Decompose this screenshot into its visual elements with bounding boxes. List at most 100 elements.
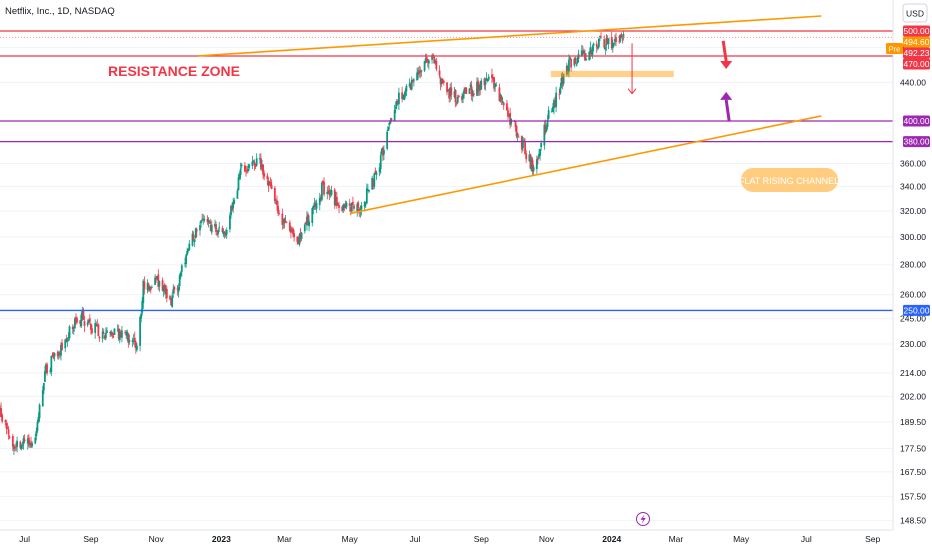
x-tick-label: 2024	[602, 534, 621, 544]
candle-body	[291, 230, 293, 232]
candle-body	[0, 407, 2, 417]
candle-body	[343, 203, 346, 207]
candle-body	[237, 177, 240, 191]
resistance-zone-label: RESISTANCE ZONE	[108, 63, 240, 79]
x-tick-label: Sep	[865, 534, 880, 544]
candle-body	[19, 441, 22, 448]
candle-body	[461, 96, 463, 101]
candle-body	[484, 81, 487, 85]
price-scale[interactable]: 148.50 157.50 167.50 177.50 189.50 202.00 214.…	[892, 0, 926, 530]
candle-body	[147, 284, 150, 290]
down-arrow-head	[720, 61, 733, 70]
candle-body	[46, 364, 48, 374]
candle-body	[300, 232, 303, 239]
candle-body	[170, 298, 173, 306]
candle-body	[171, 295, 174, 308]
candle-body	[146, 283, 149, 291]
candle-body	[11, 435, 14, 447]
candle-body	[248, 164, 251, 168]
candle-body	[455, 102, 458, 104]
candle-body	[449, 87, 452, 97]
candle-body	[246, 171, 248, 173]
y-tick-label: 157.50	[900, 492, 926, 502]
candle-body	[35, 431, 38, 437]
candle-body	[427, 60, 430, 64]
candle-body	[87, 320, 90, 323]
time-scale[interactable]: Jul Sep Nov 2023 Mar May Jul Sep Nov 2024 Mar May Ju…	[0, 529, 893, 544]
candle-body	[66, 338, 69, 342]
candle-body	[326, 191, 329, 195]
candle-body	[45, 364, 47, 373]
horizontal-grid	[0, 46, 893, 521]
candle-body	[61, 342, 63, 350]
candle-body	[53, 352, 56, 357]
candle-body	[29, 443, 31, 445]
candle-body	[596, 46, 599, 49]
candle-body	[254, 165, 257, 167]
currency-button[interactable]: USD	[902, 3, 928, 23]
candle-body	[540, 143, 543, 148]
candle-body	[184, 263, 186, 265]
x-tick-label: Jul	[410, 534, 421, 544]
candle-body	[240, 164, 243, 167]
candle-body	[276, 200, 278, 206]
candle-body	[195, 229, 198, 232]
candle-body	[469, 84, 472, 88]
candle-body	[27, 437, 30, 446]
y-tick-label: 189.50	[900, 417, 926, 427]
candle-body	[313, 202, 316, 207]
candle-body	[612, 43, 615, 45]
candle-body	[364, 202, 367, 204]
candle-body	[155, 277, 158, 280]
candle-body	[297, 241, 300, 244]
candle-body	[245, 170, 247, 172]
x-tick-label: 2023	[212, 534, 231, 544]
candle-body	[266, 175, 269, 180]
candle-body	[164, 288, 167, 295]
candle-body	[132, 338, 135, 340]
candle-body	[282, 219, 285, 223]
candle-body	[187, 249, 190, 252]
candle-body	[529, 154, 532, 169]
demand-box	[550, 70, 674, 78]
candle-body	[515, 125, 518, 137]
y-tick-label: 440.00	[900, 78, 926, 88]
candle-body	[106, 330, 108, 333]
candle-body	[530, 158, 533, 171]
candle-body	[349, 206, 352, 212]
candle-body	[603, 39, 606, 48]
candle-body	[409, 83, 412, 90]
candle-body	[225, 229, 228, 235]
candle-body	[22, 438, 25, 445]
candle-body	[15, 446, 17, 448]
x-tick-label: Sep	[474, 534, 489, 544]
candle-body	[162, 286, 165, 291]
candle-body	[202, 218, 205, 220]
candle-body	[506, 103, 508, 111]
currency-label: USD	[906, 9, 924, 19]
candle-body	[531, 160, 534, 172]
candle-body	[231, 206, 233, 211]
candle-body	[562, 73, 565, 84]
candle-body	[472, 93, 475, 96]
candle-body	[293, 233, 296, 238]
candle-body	[57, 352, 60, 355]
candle-body	[285, 221, 288, 223]
candle-body	[71, 327, 74, 330]
candle-body	[49, 370, 52, 372]
lightning-icon[interactable]	[636, 512, 650, 526]
candle-body	[574, 58, 577, 64]
y-tick-label: 202.00	[900, 391, 926, 401]
y-tick-label: 340.00	[900, 181, 926, 191]
candle-body	[158, 281, 161, 287]
candle-body	[7, 429, 10, 435]
candle-body	[315, 202, 318, 209]
candle-body	[273, 187, 276, 202]
candle-body	[398, 92, 400, 105]
candle-body	[403, 94, 406, 101]
candle-body	[591, 46, 594, 56]
candles	[0, 31, 625, 456]
candle-body	[390, 118, 393, 121]
